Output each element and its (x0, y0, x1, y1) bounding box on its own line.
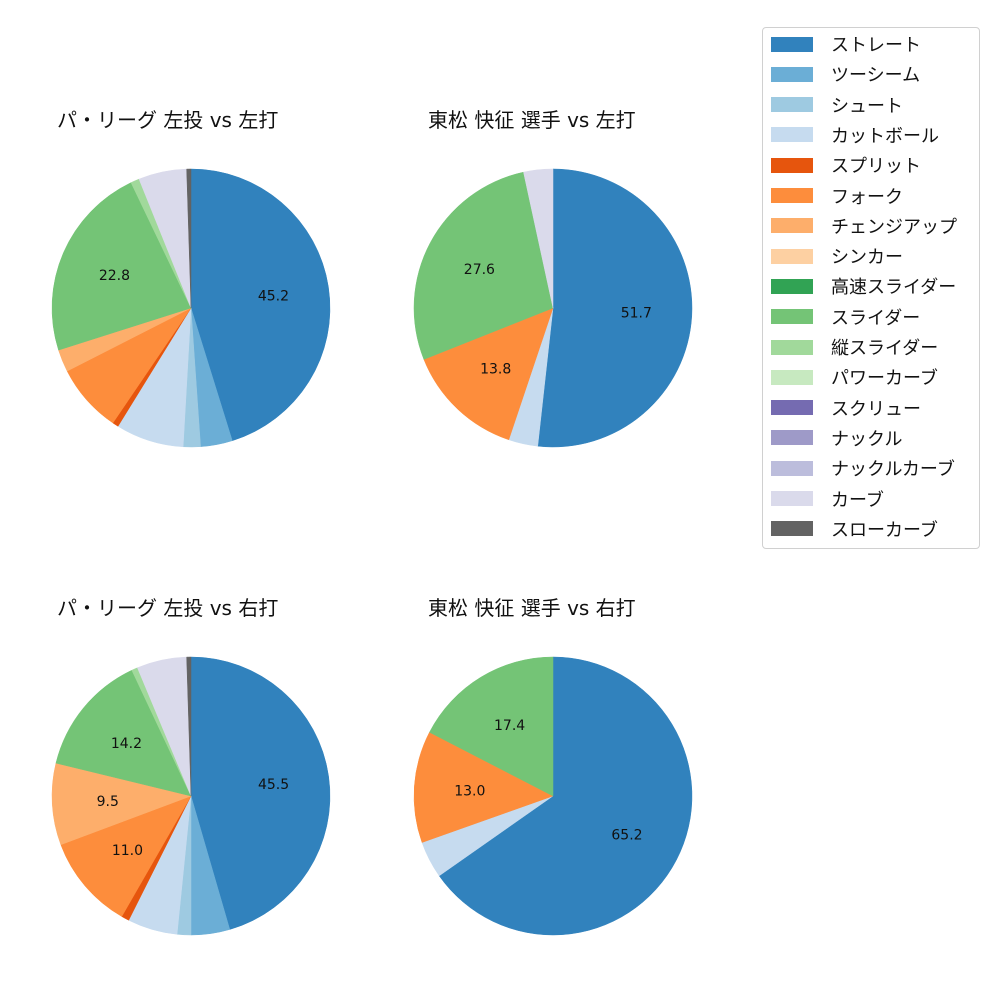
legend-label: シンカー (831, 247, 903, 269)
legend-swatch (771, 157, 813, 173)
slice-value-label: 13.0 (454, 783, 485, 799)
chart-title: パ・リーグ 左投 vs 右打 (57, 596, 279, 620)
pie-slice (190, 656, 331, 930)
legend-label: ナックルカーブ (831, 459, 955, 481)
legend-swatch (771, 66, 813, 82)
legend-swatch (771, 36, 813, 52)
legend-item: ストレート (771, 33, 921, 56)
legend-item: スライダー (771, 306, 921, 329)
pie-panel-league-lhp-vs-lhb: パ・リーグ 左投 vs 左打 45.2 22.8 (0, 0, 380, 480)
slice-value-label: 51.7 (621, 306, 652, 322)
legend-swatch (771, 188, 813, 203)
chart-legend: ストレートツーシームシュートカットボール スプリットフォークチェンジアップ シンカー… (762, 27, 980, 549)
slice-value-label: 11.0 (112, 843, 143, 859)
legend-item: 高速スライダー (771, 275, 957, 299)
legend-item: カットボール (771, 124, 939, 147)
legend-item: ナックル (771, 427, 903, 450)
slice-value-label: 14.2 (111, 736, 142, 752)
legend-item: シュート (771, 94, 903, 117)
legend-swatch (771, 248, 813, 264)
chart-title: パ・リーグ 左投 vs 左打 (57, 108, 279, 132)
pie-slice (537, 168, 693, 448)
legend-swatch (771, 400, 813, 416)
legend-item: カーブ (771, 488, 884, 511)
legend-swatch (771, 218, 813, 234)
slice-value-label: 17.4 (494, 718, 525, 734)
legend-swatch (771, 97, 813, 113)
slice-value-label: 27.6 (464, 262, 495, 278)
legend-label: 高速スライダー (831, 277, 957, 299)
pie-slice (55, 669, 192, 797)
legend-item: パワーカーブ (771, 366, 938, 390)
legend-label: スライダー (831, 307, 921, 329)
pie-panel-league-lhp-vs-rhb: パ・リーグ 左投 vs 右打 45.5 11.0 9.5 14.2 (0, 0, 380, 1000)
legend-item: シンカー (771, 245, 903, 269)
legend-swatch (771, 521, 813, 537)
pie-panel-player-vs-lhb: 東松 快征 選手 vs 左打 51.7 13.8 27.6 (0, 0, 760, 480)
pie-slice (413, 171, 554, 360)
chart-title: 東松 快征 選手 vs 右打 (428, 596, 636, 620)
legend-label: 縦スライダー (831, 338, 939, 359)
pie-slice (413, 731, 554, 843)
legend-label: チェンジアップ (831, 216, 957, 238)
legend-label: ナックル (831, 428, 903, 450)
legend-label: スクリュー (831, 398, 921, 420)
legend-item: スクリュー (771, 397, 921, 420)
pie-slice (51, 182, 192, 351)
legend-label: シュート (831, 95, 903, 117)
legend-swatch (771, 430, 813, 446)
slice-value-label: 13.8 (480, 362, 511, 378)
legend-swatch (771, 369, 813, 385)
legend-label: カーブ (831, 489, 884, 511)
legend-item: フォーク (771, 185, 903, 208)
pie-slice (423, 307, 554, 441)
legend-swatch (771, 339, 813, 355)
legend-swatch (771, 278, 813, 294)
pie-slice (438, 656, 693, 936)
pie-chart: 51.7 13.8 27.6 (413, 168, 693, 448)
legend-swatch (771, 460, 813, 476)
legend-label: カットボール (831, 125, 939, 147)
legend-item: スローカーブ (771, 518, 938, 541)
legend-item: スプリット (771, 154, 921, 178)
pie-chart: 45.5 11.0 9.5 14.2 (51, 656, 331, 936)
legend-label: ストレート (831, 35, 921, 56)
legend-item: 縦スライダー (771, 336, 939, 359)
pie-slice (523, 168, 554, 309)
slice-value-label: 22.8 (99, 268, 130, 284)
legend-item: ツーシーム (771, 63, 921, 87)
legend-swatch (771, 491, 813, 506)
pie-slice (51, 762, 192, 846)
legend-label: パワーカーブ (831, 368, 938, 390)
legend-label: ツーシーム (831, 65, 921, 87)
slice-value-label: 45.5 (258, 777, 289, 793)
pie-chart: 45.2 22.8 (51, 168, 331, 448)
legend-item: ナックルカーブ (771, 457, 955, 481)
slice-value-label: 65.2 (611, 827, 642, 843)
slice-value-label: 45.2 (258, 288, 289, 304)
legend-item: チェンジアップ (771, 215, 957, 238)
pie-slice (60, 795, 192, 917)
slice-value-label: 9.5 (97, 794, 119, 810)
chart-title: 東松 快征 選手 vs 左打 (428, 108, 636, 132)
pie-slice (186, 656, 192, 797)
legend-swatch (771, 309, 813, 325)
pie-slice (186, 168, 192, 309)
legend-swatch (771, 127, 813, 143)
pie-chart: 65.2 13.0 17.4 (413, 656, 693, 936)
pie-slice (429, 656, 554, 797)
legend-label: スプリット (831, 156, 921, 178)
pie-panel-player-vs-rhb: 東松 快征 選手 vs 右打 65.2 13.0 17.4 (413, 596, 693, 936)
legend-label: フォーク (831, 186, 903, 208)
legend-label: スローカーブ (831, 519, 938, 541)
pie-slice (190, 168, 331, 442)
